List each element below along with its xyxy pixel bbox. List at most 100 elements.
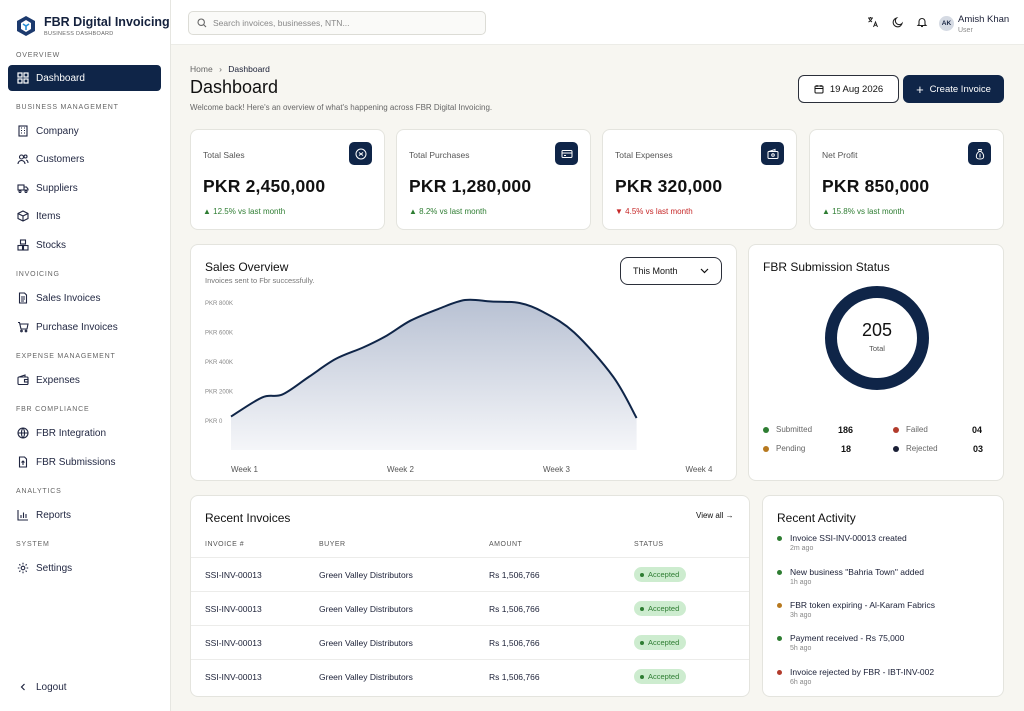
sidebar-item-stocks[interactable]: Stocks [8, 232, 161, 258]
legend-dot [763, 426, 769, 433]
page-title: Dashboard [190, 77, 279, 97]
sidebar-item-settings[interactable]: Settings [8, 555, 161, 581]
breadcrumb-current: Dashboard [228, 64, 270, 74]
period-label: This Month [633, 266, 678, 276]
stat-change: ▲ 15.8% vs last month [822, 207, 905, 216]
sidebar-item-customers[interactable]: Customers [8, 146, 161, 172]
sidebar-item-label: Customers [36, 153, 85, 165]
wallet-icon [761, 142, 784, 165]
moon-icon[interactable] [890, 14, 906, 30]
fbr-status-title: FBR Submission Status [763, 260, 890, 274]
sidebar-item-label: Dashboard [36, 72, 85, 84]
sales-area [231, 299, 637, 450]
sidebar-item-suppliers[interactable]: Suppliers [8, 175, 161, 201]
sidebar-item-fbr-submissions[interactable]: FBR Submissions [8, 449, 161, 475]
brand-subtitle: BUSINESS DASHBOARD [44, 31, 114, 37]
stat-value: PKR 850,000 [822, 176, 930, 196]
stat-change: ▼ 4.5% vs last month [615, 207, 693, 216]
page-subtitle: Welcome back! Here's an overview of what… [190, 103, 493, 112]
status-badge: Accepted [634, 567, 687, 582]
sidebar-item-expenses[interactable]: Expenses [8, 367, 161, 393]
status-total: 205 [861, 320, 893, 340]
stat-card-total-sales: Total Sales PKR 2,450,000 ▲ 12.5% vs las… [190, 129, 385, 230]
y-tick-label: PKR 800K [205, 301, 233, 307]
table-row[interactable]: SSI-INV-00013 Green Valley Distributors … [191, 591, 749, 625]
legend-label: Pending [776, 444, 806, 453]
grid-icon [17, 72, 29, 84]
sidebar-item-company[interactable]: Company [8, 118, 161, 144]
sales-line [230, 298, 638, 419]
sidebar-item-label: Reports [36, 509, 72, 521]
sidebar-item-dashboard[interactable]: Dashboard [8, 65, 161, 91]
sales-overview-card: Sales Overview Invoices sent to Fbr succ… [190, 244, 737, 481]
sidebar-item-label: Company [36, 125, 79, 137]
card-icon [555, 142, 578, 165]
legend-pending: Pending [763, 444, 805, 453]
logout-label: Logout [36, 681, 67, 693]
logout-button[interactable]: Logout [8, 674, 161, 700]
gear-icon [17, 562, 29, 574]
date-picker-button[interactable]: 19 Aug 2026 [798, 75, 899, 103]
view-all-link[interactable]: View all → [696, 511, 734, 520]
sidebar-item-label: Purchase Invoices [36, 321, 118, 333]
sidebar-item-purchase-invoices[interactable]: Purchase Invoices [8, 314, 161, 340]
status-badge: Accepted [634, 669, 687, 684]
sidebar-item-sales-invoices[interactable]: Sales Invoices [8, 285, 161, 311]
activity-dot [777, 670, 782, 675]
recent-activity-title: Recent Activity [777, 511, 856, 525]
section-expense-management: EXPENSE MANAGEMENT [16, 353, 116, 360]
activity-time: 1h ago [790, 579, 812, 586]
stat-value: PKR 320,000 [615, 176, 723, 196]
app-logo [16, 15, 36, 37]
table-row[interactable]: SSI-INV-00013 Green Valley Distributors … [191, 659, 749, 693]
invoice-amount: Rs 1,506,766 [489, 672, 540, 682]
translate-icon[interactable] [865, 14, 881, 30]
stat-card-total-expenses: Total Expenses PKR 320,000 ▼ 4.5% vs las… [602, 129, 797, 230]
x-tick-label: Week 3 [543, 465, 571, 474]
search-box [188, 11, 486, 35]
section-fbr-compliance: FBR COMPLIANCE [16, 406, 90, 413]
sidebar-item-label: FBR Submissions [36, 456, 116, 468]
sidebar-item-reports[interactable]: Reports [8, 502, 161, 528]
breadcrumb-separator: › [219, 64, 222, 74]
sales-chart: PKR 0 PKR 200K PKR 400K PKR 600K PKR 800K Wee… [205, 298, 713, 474]
user-name[interactable]: Amish Khan [958, 14, 1010, 25]
buyer-name: Green Valley Distributors [319, 604, 413, 614]
legend-rejected: Rejected [893, 444, 938, 453]
avatar[interactable]: AK [939, 16, 954, 31]
sidebar-item-label: Settings [36, 562, 73, 574]
cart-icon [17, 321, 29, 333]
legend-value: 04 [972, 425, 983, 435]
buyer-name: Green Valley Distributors [319, 638, 413, 648]
column-header-buyer: BUYER [319, 541, 346, 548]
sidebar-item-fbr-integration[interactable]: FBR Integration [8, 420, 161, 446]
activity-time: 6h ago [790, 679, 812, 686]
breadcrumb: Home › Dashboard [190, 64, 270, 74]
section-business-management: BUSINESS MANAGEMENT [16, 104, 119, 111]
sidebar-item-label: Stocks [36, 239, 67, 251]
breadcrumb-home[interactable]: Home [190, 64, 213, 74]
sidebar-item-items[interactable]: Items [8, 203, 161, 229]
recent-invoices-card: Recent Invoices View all → INVOICE # BUY… [190, 495, 750, 697]
bell-icon[interactable] [914, 14, 930, 30]
table-row[interactable]: SSI-INV-00013 Green Valley Distributors … [191, 557, 749, 591]
create-invoice-button[interactable]: + Create Invoice [903, 75, 1004, 103]
period-dropdown[interactable]: This Month [620, 257, 722, 285]
table-row[interactable]: SSI-INV-00013 Green Valley Distributors … [191, 625, 749, 659]
invoice-amount: Rs 1,506,766 [489, 604, 540, 614]
x-tick-label: Week 1 [231, 465, 259, 474]
search-input[interactable] [213, 18, 473, 28]
y-tick-label: PKR 200K [205, 390, 233, 396]
y-tick-label: PKR 400K [205, 360, 233, 366]
sidebar-item-label: Suppliers [36, 182, 78, 194]
x-tick-label: Week 2 [387, 465, 415, 474]
sidebar-item-label: FBR Integration [36, 427, 107, 439]
users-icon [17, 153, 29, 165]
legend-dot [893, 426, 899, 433]
legend-label: Rejected [906, 444, 938, 453]
sidebar: FBR Digital Invoicing BUSINESS DASHBOARD… [0, 0, 171, 711]
status-label: Accepted [648, 638, 680, 647]
status-badge: Accepted [634, 635, 687, 650]
chevron-down-icon [700, 268, 709, 274]
currency-icon [349, 142, 372, 165]
